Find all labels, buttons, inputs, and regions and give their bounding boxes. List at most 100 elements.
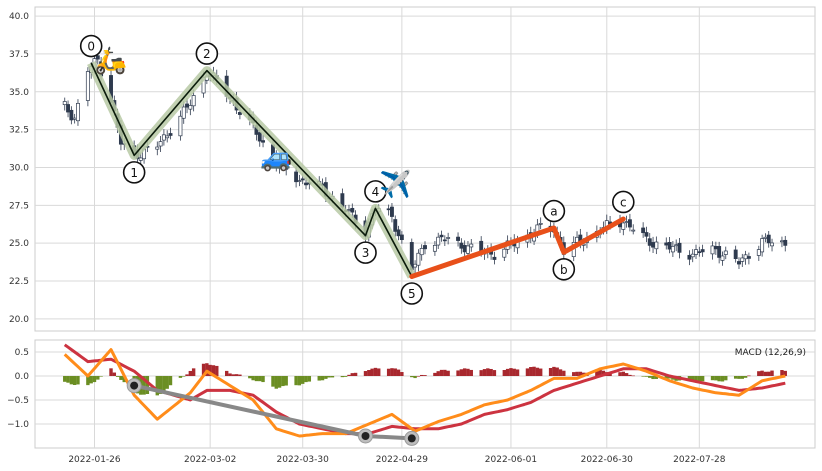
macd-histogram-bar [307, 376, 312, 382]
candle-body [770, 242, 774, 247]
candle-body [621, 222, 626, 230]
macd-y-axis: −1.0 −0.5 0.0 0.5 [7, 348, 29, 430]
macd-histogram-bar [347, 374, 351, 376]
candle [670, 241, 675, 258]
macd-histogram-bar [724, 376, 728, 381]
macd-histogram-bar [575, 371, 579, 376]
macd-histogram-bar [443, 369, 447, 376]
candle-body [393, 219, 398, 232]
macd-histogram-bar [436, 371, 440, 376]
candle [627, 213, 632, 232]
macd-histogram-bar [505, 368, 510, 376]
macd-histogram-bar [185, 374, 189, 376]
wave-marker-label: b [560, 263, 568, 277]
wave-marker-b: b [552, 257, 576, 281]
macd-histogram-bar [648, 376, 652, 378]
candle-body [386, 208, 391, 211]
candle [740, 253, 745, 267]
date-tick-label: 2022-01-26 [68, 455, 121, 465]
correction-line [409, 216, 626, 279]
macd-histogram-bar [740, 376, 744, 379]
macd-histogram-bar [205, 363, 209, 376]
macd-histogram-bar [562, 370, 566, 376]
candle-body [737, 261, 741, 265]
wave-marker-1: 1 [122, 161, 146, 184]
candle [492, 251, 497, 265]
candle-body [237, 112, 242, 115]
macd-histogram-bar [188, 370, 193, 376]
macd-histogram-bar [555, 367, 559, 376]
macd-histogram-bar [297, 376, 302, 386]
wave-marker-4: 4 [364, 180, 387, 203]
candle [436, 232, 441, 249]
macd-histogram-bar [327, 376, 331, 378]
candle [274, 150, 279, 172]
candle [631, 224, 636, 235]
candle-body [647, 238, 652, 246]
candle [746, 252, 751, 265]
candle-body [697, 251, 702, 254]
candle-body [304, 182, 308, 186]
macd-histogram-bar [691, 376, 695, 381]
candle [710, 241, 715, 260]
candle [155, 141, 160, 156]
divergence-dot [130, 381, 139, 390]
price-tick-label: 22.5 [9, 277, 29, 287]
candle-body [723, 250, 728, 255]
candle-body [138, 157, 143, 161]
wave-marker-label: a [550, 205, 557, 219]
wave-marker-circle [195, 42, 219, 65]
candle [439, 230, 444, 242]
macd-histogram-bar [182, 376, 186, 377]
macd-histogram-bar [109, 368, 113, 376]
macd-histogram-bar [410, 376, 414, 378]
macd-histogram-bar [621, 371, 626, 376]
price-tick-label: 20.0 [9, 315, 29, 325]
macd-histogram-bar [145, 376, 150, 394]
candle [181, 101, 186, 124]
candle [456, 232, 461, 247]
macd-histogram-bar [294, 376, 298, 386]
airplane-icon: ✈️ [379, 168, 411, 200]
candle [419, 244, 424, 261]
macd-histogram-bar [96, 376, 100, 380]
macd-histogram-bar [654, 376, 659, 379]
macd-histogram-bar [386, 368, 391, 376]
candle-body [442, 239, 447, 242]
candle-body [740, 257, 745, 262]
macd-histogram-bar [747, 375, 751, 377]
macd-histogram-bar [320, 376, 325, 381]
candle-body [413, 263, 418, 268]
macd-histogram-bar [396, 369, 401, 376]
divergence-point [404, 430, 420, 446]
macd-histogram-bar [512, 368, 516, 376]
candle-body [733, 249, 738, 259]
candle-body [185, 103, 189, 108]
macd-histogram-bar [271, 376, 275, 387]
macd-label: MACD (12,26,9) [735, 348, 806, 358]
wave-marker-circle [552, 257, 576, 281]
candle-body [459, 242, 464, 249]
wave-marker-2: 2 [195, 42, 219, 65]
candle [737, 257, 741, 269]
candle-body [651, 242, 656, 248]
candle-body [462, 244, 467, 253]
price-panel-frame [34, 6, 816, 332]
candle [399, 231, 404, 244]
candle-body [439, 234, 444, 238]
macd-histogram-bar [370, 368, 374, 376]
candle-body [763, 236, 768, 239]
macd-histogram-bar [277, 376, 282, 388]
candle-body [667, 241, 672, 250]
candle [168, 127, 173, 140]
candle-body [155, 146, 160, 150]
candle [442, 235, 447, 247]
candle-body [538, 223, 543, 225]
macd-histogram-bar [66, 376, 70, 383]
candle-body [416, 252, 421, 266]
macd-histogram-bar [595, 371, 599, 376]
candle [178, 110, 183, 141]
candle-body [436, 236, 441, 246]
candle-body [158, 141, 163, 147]
macd-histogram-bar [578, 371, 583, 376]
